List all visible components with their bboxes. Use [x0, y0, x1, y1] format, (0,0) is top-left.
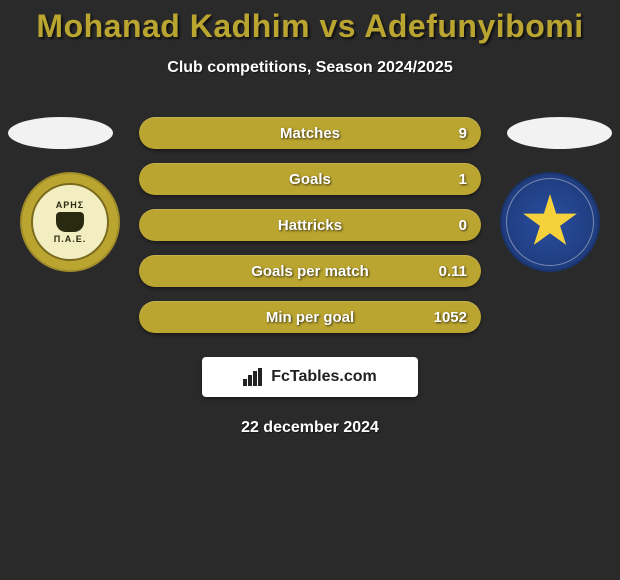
page-title: Mohanad Kadhim vs Adefunyibomi — [0, 0, 620, 45]
stat-label: Hattricks — [278, 217, 342, 234]
bar-chart-icon — [243, 368, 265, 386]
stat-value: 1 — [459, 171, 467, 188]
brand-badge: FcTables.com — [202, 357, 418, 397]
stat-value: 0 — [459, 217, 467, 234]
brand-text: FcTables.com — [271, 368, 377, 386]
stat-label: Goals — [289, 171, 331, 188]
stat-list: Matches 9 Goals 1 Hattricks 0 Goals per … — [139, 117, 481, 333]
subtitle: Club competitions, Season 2024/2025 — [0, 59, 620, 77]
stat-row-goals: Goals 1 — [139, 163, 481, 195]
stat-value: 0.11 — [439, 263, 467, 280]
stat-label: Matches — [280, 125, 340, 142]
player-slot-right — [507, 117, 612, 149]
stat-row-min-per-goal: Min per goal 1052 — [139, 301, 481, 333]
badge-left-bottom-text: Π.A.E. — [54, 234, 87, 244]
badge-left-figure-icon — [56, 212, 84, 232]
badge-left-top-text: APHΣ — [56, 200, 84, 210]
stat-label: Min per goal — [266, 309, 354, 326]
stat-value: 1052 — [434, 309, 467, 326]
club-badge-right — [500, 172, 600, 272]
comparison-content: APHΣ Π.A.E. Matches 9 Goals 1 Hattricks … — [0, 117, 620, 437]
stat-row-matches: Matches 9 — [139, 117, 481, 149]
club-badge-left-inner: APHΣ Π.A.E. — [31, 183, 109, 261]
date-text: 22 december 2024 — [0, 419, 620, 437]
stat-row-goals-per-match: Goals per match 0.11 — [139, 255, 481, 287]
stat-row-hattricks: Hattricks 0 — [139, 209, 481, 241]
stat-value: 9 — [459, 125, 467, 142]
player-slot-left — [8, 117, 113, 149]
club-badge-left: APHΣ Π.A.E. — [20, 172, 120, 272]
stat-label: Goals per match — [251, 263, 369, 280]
